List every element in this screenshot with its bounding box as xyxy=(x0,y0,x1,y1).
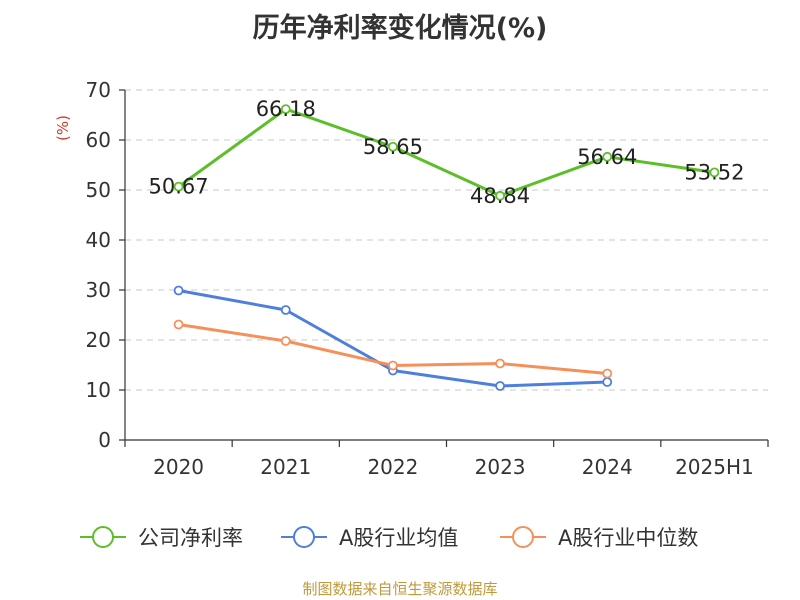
source-note: 制图数据来自恒生聚源数据库 xyxy=(302,580,498,598)
data-point xyxy=(495,381,505,391)
x-tick-label: 2024 xyxy=(582,455,633,479)
y-tick-label: 10 xyxy=(86,378,111,402)
legend-label: 公司净利率 xyxy=(138,526,243,550)
legend-label: A股行业中位数 xyxy=(558,526,698,550)
data-point xyxy=(602,377,613,387)
data-label: 66.18 xyxy=(256,97,316,121)
y-tick-label: 0 xyxy=(98,428,111,452)
y-tick-label: 20 xyxy=(86,328,111,352)
data-label: 50.67 xyxy=(149,175,209,199)
data-point xyxy=(173,319,184,330)
x-tick-label: 2020 xyxy=(153,455,204,479)
y-axis-label: (%) xyxy=(54,115,72,141)
y-tick-label: 30 xyxy=(86,278,111,302)
series-line-1 xyxy=(177,107,715,198)
data-label: 58.65 xyxy=(363,135,423,159)
data-point xyxy=(173,285,184,296)
data-point xyxy=(602,151,613,162)
legend-marker xyxy=(512,526,534,548)
x-tick-label: 2023 xyxy=(475,455,526,479)
data-point xyxy=(709,167,720,178)
data-label: 48.84 xyxy=(470,184,530,208)
legend-marker xyxy=(293,526,315,548)
x-tick-label: 2025H1 xyxy=(675,455,754,479)
data-point xyxy=(495,358,505,369)
legend-label: A股行业均值 xyxy=(339,526,458,550)
y-tick-label: 40 xyxy=(86,228,111,252)
data-point xyxy=(495,190,505,201)
y-tick-label: 60 xyxy=(86,128,111,152)
x-tick-label: 2022 xyxy=(367,455,418,479)
data-point xyxy=(602,368,613,379)
chart-title: 历年净利率变化情况(%) xyxy=(252,13,548,44)
data-point xyxy=(388,360,398,371)
data-point xyxy=(173,181,184,192)
data-label: 56.64 xyxy=(577,145,637,169)
data-point xyxy=(280,104,291,114)
legend-marker xyxy=(92,526,114,548)
y-tick-label: 70 xyxy=(86,78,111,102)
y-tick-label: 50 xyxy=(86,178,111,202)
data-label: 53.52 xyxy=(684,160,744,184)
x-tick-label: 2021 xyxy=(260,455,311,479)
data-point xyxy=(280,305,291,315)
data-point xyxy=(280,336,291,346)
data-point xyxy=(388,141,398,152)
